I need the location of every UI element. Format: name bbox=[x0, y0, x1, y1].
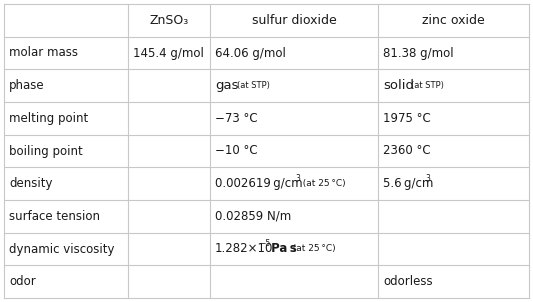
Text: 0.002619 g/cm: 0.002619 g/cm bbox=[215, 177, 303, 190]
Text: 3: 3 bbox=[425, 174, 430, 183]
Text: 3: 3 bbox=[295, 174, 300, 183]
Text: boiling point: boiling point bbox=[9, 144, 83, 158]
Text: melting point: melting point bbox=[9, 112, 88, 125]
Text: phase: phase bbox=[9, 79, 45, 92]
Text: ZnSO₃: ZnSO₃ bbox=[149, 14, 189, 27]
Text: solid: solid bbox=[383, 79, 414, 92]
Text: 5.6 g/cm: 5.6 g/cm bbox=[383, 177, 433, 190]
Text: 81.38 g/mol: 81.38 g/mol bbox=[383, 47, 454, 59]
Text: 0.02859 N/m: 0.02859 N/m bbox=[215, 210, 291, 223]
Text: density: density bbox=[9, 177, 52, 190]
Text: zinc oxide: zinc oxide bbox=[422, 14, 485, 27]
Text: dynamic viscosity: dynamic viscosity bbox=[9, 243, 115, 255]
Text: surface tension: surface tension bbox=[9, 210, 100, 223]
Text: (at STP): (at STP) bbox=[237, 81, 270, 90]
Text: odor: odor bbox=[9, 275, 36, 288]
Text: −73 °C: −73 °C bbox=[215, 112, 257, 125]
Text: (at 25 °C): (at 25 °C) bbox=[291, 245, 336, 253]
Text: −10 °C: −10 °C bbox=[215, 144, 257, 158]
Text: (at 25 °C): (at 25 °C) bbox=[301, 179, 345, 188]
Text: Pa s: Pa s bbox=[267, 243, 297, 255]
Text: 64.06 g/mol: 64.06 g/mol bbox=[215, 47, 286, 59]
Text: 145.4 g/mol: 145.4 g/mol bbox=[133, 47, 204, 59]
Text: gas: gas bbox=[215, 79, 238, 92]
Text: odorless: odorless bbox=[383, 275, 433, 288]
Text: 2360 °C: 2360 °C bbox=[383, 144, 431, 158]
Text: 1975 °C: 1975 °C bbox=[383, 112, 431, 125]
Text: (at STP): (at STP) bbox=[411, 81, 444, 90]
Text: −5: −5 bbox=[259, 239, 270, 249]
Text: molar mass: molar mass bbox=[9, 47, 78, 59]
Text: sulfur dioxide: sulfur dioxide bbox=[252, 14, 336, 27]
Text: 1.282×10: 1.282×10 bbox=[215, 243, 273, 255]
